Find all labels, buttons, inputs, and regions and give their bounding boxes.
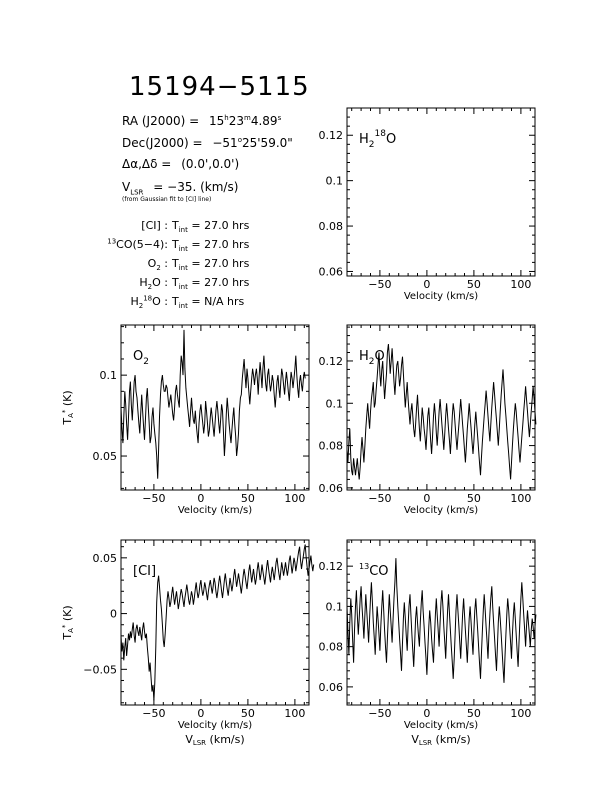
plot-frame-h2o [346, 324, 536, 491]
y-tick-label-h2o: 0.06 [319, 482, 344, 495]
x-axis-label2-13co: VLSR (km/s) [411, 733, 470, 747]
x-tick-label-o2: 0 [197, 492, 204, 505]
y-tick-label-h218o: 0.12 [319, 129, 344, 142]
series-line-13co [346, 558, 537, 683]
x-tick-label-h218o: 0 [423, 278, 430, 291]
y-tick-label-h2o: 0.12 [319, 355, 344, 368]
vlsr-line: VLSR = −35. (km/s) [122, 180, 239, 197]
int-value-h218o: Tint = N/A hrs [172, 295, 245, 311]
offset-value: (0.0',0.0') [181, 157, 240, 171]
plot-frame-o2 [120, 324, 310, 491]
x-tick-label-h218o: −50 [368, 278, 391, 291]
x-tick-label-13co: 100 [510, 707, 531, 720]
x-tick-label-h2o: −50 [368, 492, 391, 505]
int-value-o2: Tint = 27.0 hrs [172, 257, 250, 273]
offset-line: Δα,Δδ = (0.0',0.0') [122, 157, 239, 171]
x-tick-label-ci: −50 [142, 707, 165, 720]
int-line-h2o: H2O : [139, 276, 168, 292]
chart-h218o: −50 0 50 100 0.06 0.08 0.1 0.12 Velocity (km/s) H… [319, 107, 536, 302]
y-tick-label-h218o: 0.06 [319, 265, 344, 278]
chart-ci: −50 0 50 100 −0.05 0 0.05 Velocity (km/s) VLSR (… [61, 539, 315, 747]
chart-h2o: −50 0 50 100 0.06 0.08 0.1 0.12 Velocity (km/s) H… [319, 324, 537, 516]
x-axis-label-13co: Velocity (km/s) [404, 720, 478, 731]
int-line-ci: [CI] : [141, 219, 168, 232]
y-tick-label-ci: 0 [110, 608, 117, 621]
y-tick-label-ci: −0.05 [83, 663, 117, 676]
dec-line: Dec(J2000) = −51o25'59.0" [122, 136, 293, 150]
y-tick-label-13co: 0.06 [319, 681, 344, 694]
y-axis-label-ci: TA* (K) [61, 605, 75, 640]
ra-line: RA (J2000) = 15h23m4.89s [122, 114, 282, 128]
y-tick-label-h218o: 0.08 [319, 220, 344, 233]
x-tick-label-h2o: 0 [423, 492, 430, 505]
int-line-o2: O2 : [147, 257, 168, 273]
series-line-h2o [346, 343, 537, 480]
plot-frame-h218o [346, 107, 536, 277]
vlsr-value: = −35. (km/s) [153, 180, 239, 194]
y-tick-label-ci: 0.05 [93, 552, 118, 565]
int-value-h2o: Tint = 27.0 hrs [172, 276, 250, 292]
plot-frame-ci [120, 539, 310, 706]
x-axis-label-h2o: Velocity (km/s) [404, 505, 478, 516]
y-tick-label-h218o: 0.1 [326, 175, 344, 188]
panel-label-h2o: H2O [359, 349, 385, 367]
ra-label: RA (J2000) = [122, 114, 200, 128]
x-axis-label-ci: Velocity (km/s) [178, 720, 252, 731]
x-axis-label-h218o: Velocity (km/s) [404, 291, 478, 302]
y-tick-label-13co: 0.1 [326, 600, 344, 613]
y-tick-label-o2: 0.1 [100, 369, 118, 382]
panel-label-13co: 13CO [359, 562, 389, 579]
x-tick-label-ci: 50 [241, 707, 255, 720]
ra-s: 4.89 [250, 114, 278, 128]
x-axis-label2-ci: VLSR (km/s) [185, 733, 244, 747]
panel-label-h218o: H218O [359, 129, 396, 150]
int-value-13co: Tint = 27.0 hrs [172, 238, 250, 254]
chart-13co: −50 0 50 100 0.06 0.08 0.1 0.12 Velocity (km/s) V… [319, 539, 537, 747]
offset-label: Δα,Δδ = [122, 157, 172, 171]
int-value-ci: Tint = 27.0 hrs [172, 219, 250, 235]
y-tick-label-h2o: 0.1 [326, 397, 344, 410]
x-tick-label-13co: 50 [467, 707, 481, 720]
vlsr-note: (from Gaussian fit to [CI] line) [122, 196, 212, 203]
panel-label-ci: [CI] [133, 564, 156, 579]
x-tick-label-13co: −50 [368, 707, 391, 720]
ra-m: 23 [228, 114, 245, 128]
x-tick-label-o2: −50 [142, 492, 165, 505]
dec-label: Dec(J2000) = [122, 136, 203, 150]
x-tick-label-ci: 0 [197, 707, 204, 720]
int-line-13co: 13CO(5−4): [107, 237, 168, 251]
x-tick-label-h2o: 50 [467, 492, 481, 505]
y-axis-label-o2: TA* (K) [61, 390, 75, 425]
source-title: 15194−5115 [129, 72, 310, 102]
x-axis-label-o2: Velocity (km/s) [178, 505, 252, 516]
dec-rest: 25'59.0" [241, 136, 293, 150]
x-tick-label-o2: 100 [284, 492, 305, 505]
x-tick-label-ci: 100 [284, 707, 305, 720]
x-tick-label-h218o: 50 [467, 278, 481, 291]
series-line-o2 [120, 329, 306, 479]
y-tick-label-13co: 0.08 [319, 641, 344, 654]
ra-h: 15 [209, 114, 225, 128]
series-line-ci [120, 544, 315, 701]
y-tick-label-o2: 0.05 [93, 450, 118, 463]
int-line-h218o: H218O : [130, 294, 168, 311]
x-tick-label-o2: 50 [241, 492, 255, 505]
panel-label-o2: O2 [133, 349, 149, 367]
y-tick-label-13co: 0.12 [319, 560, 344, 573]
y-tick-label-h2o: 0.08 [319, 440, 344, 453]
x-tick-label-13co: 0 [423, 707, 430, 720]
x-tick-label-h218o: 100 [510, 278, 531, 291]
chart-o2: −50 0 50 100 0.05 0.1 Velocity (km/s) TA* (K) O2 [61, 324, 310, 516]
x-tick-label-h2o: 100 [510, 492, 531, 505]
dec-deg: −51 [212, 136, 238, 150]
